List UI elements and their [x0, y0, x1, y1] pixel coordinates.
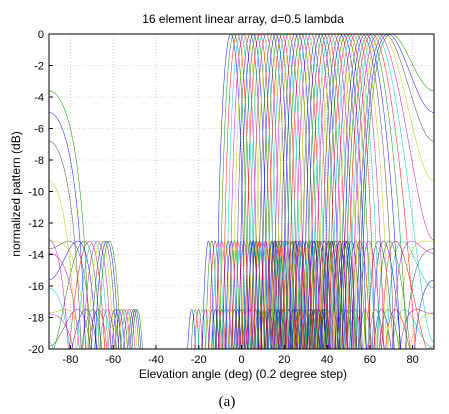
- y-axis-ticks: 0 -2 -4 -6 -8 -10 -12 -14 -16 -18 -20: [28, 29, 53, 356]
- x-axis-ticks: -80 -60 -40 -20 0 20 40 60 80: [62, 345, 419, 366]
- y-tick-label: -14: [28, 250, 44, 262]
- x-tick-label: 40: [321, 354, 333, 366]
- y-tick-label: -2: [34, 61, 44, 73]
- y-tick-label: -20: [28, 344, 44, 356]
- chart-title: 16 element linear array, d=0.5 lambda: [142, 12, 344, 26]
- y-tick-label: -12: [28, 218, 44, 230]
- x-tick-label: 80: [406, 354, 418, 366]
- x-tick-label: 0: [238, 354, 244, 366]
- figure-caption: (a): [219, 394, 236, 410]
- x-tick-label: -40: [148, 354, 164, 366]
- x-tick-label: 60: [364, 354, 376, 366]
- y-tick-label: -16: [28, 281, 44, 293]
- y-axis-label: normalized pattern (dB): [9, 131, 23, 256]
- y-tick-label: -10: [28, 187, 44, 199]
- y-tick-label: -4: [34, 92, 44, 104]
- x-tick-label: -60: [105, 354, 121, 366]
- y-tick-label: -6: [34, 124, 44, 136]
- y-tick-label: -18: [28, 313, 44, 325]
- x-tick-label: 20: [278, 354, 290, 366]
- x-tick-label: -80: [62, 354, 78, 366]
- y-tick-label: -8: [34, 155, 44, 167]
- plot-area: -80 -60 -40 -20 0 20 40 60 80 0 -2 -4 -6 -8 -10 -12 -14…: [28, 29, 435, 366]
- y-tick-label: 0: [38, 29, 44, 41]
- x-tick-label: -20: [191, 354, 207, 366]
- x-axis-label: Elevation angle (deg) (0.2 degree step): [139, 367, 347, 381]
